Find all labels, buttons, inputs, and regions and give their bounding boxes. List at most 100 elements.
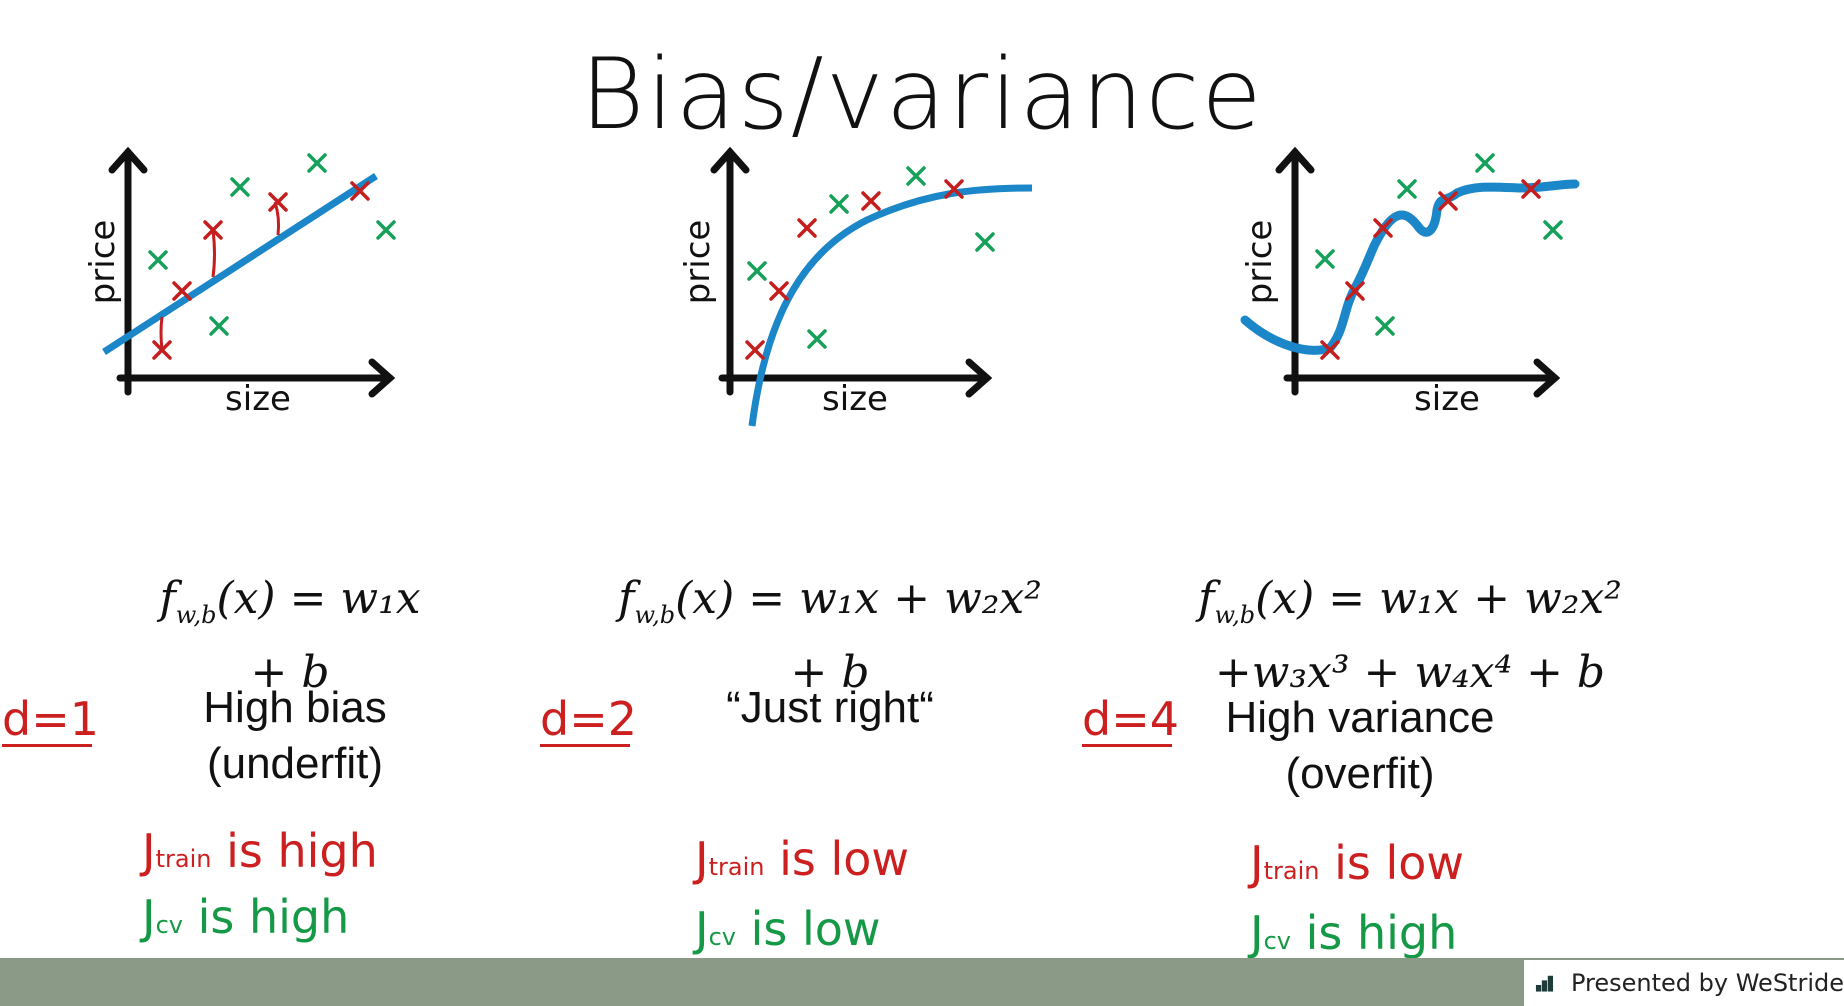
j-subscript: cv [708,923,736,951]
formula-line1: (x) = w₁x + w₂x² [1255,573,1622,624]
fit-curve [748,184,1033,427]
cv-x-markers [1315,153,1563,336]
desc-line1: High variance [1225,693,1495,742]
formula-subscript: w,b [634,600,676,629]
x-axis-label: size [1414,379,1480,419]
desc-line1: High bias [203,683,387,732]
j-subscript: cv [155,911,183,939]
j-annotation-just-right: Jtrain is low Jcv is low [695,828,909,968]
cv-x-markers [747,166,995,349]
cv-x-marker [209,316,229,336]
j-symbol: J [695,902,709,956]
jcv-line: Jcv is high [142,888,378,954]
jtrain-line: Jtrain is low [1250,832,1464,902]
bar-chart-logo-icon [1532,970,1557,996]
cv-x-marker [376,220,396,240]
plot-underfit-svg: price size [83,146,396,419]
train-x-marker [861,191,881,211]
formula-line1: (x) = w₁x [216,573,421,624]
degree-underline [1082,744,1172,747]
cv-x-marker [975,232,995,252]
train-x-marker [797,218,817,238]
train-x-marker [152,340,172,360]
formula-line2: +w₃x³ + w₄x⁴ + b [1214,646,1606,698]
x-axis-label: size [822,379,888,419]
jcv-line: Jcv is low [695,898,909,968]
degree-annotation-1: d=1 [2,692,99,747]
desc-line2: (underfit) [206,739,384,788]
j-symbol: J [1250,836,1264,890]
formula-subscript: w,b [175,600,217,629]
formula-f: f [1198,573,1215,624]
jtrain-text: is low [779,832,909,886]
desc-line1: “Just right“ [726,683,934,732]
cv-x-marker [807,329,827,349]
desc-just-right: “Just right“ [680,680,980,736]
formula-overfit: fw,b(x) = w₁x + w₂x² +w₃x³ + w₄x⁴ + b [1160,570,1660,702]
j-symbol: J [1250,906,1264,960]
cv-x-marker [1375,316,1395,336]
j-subscript: train [1263,857,1320,885]
cv-x-marker [1397,179,1417,199]
plot-just-right: price size [677,146,1097,500]
j-subscript: train [155,845,212,873]
train-x-marker [745,340,765,360]
cv-x-marker [747,261,767,281]
cv-x-marker [1315,249,1335,269]
degree-underline [2,744,92,747]
cv-x-marker [906,166,926,186]
brand-text: Presented by WeStride [1570,969,1844,997]
jtrain-text: is low [1334,836,1464,890]
train-x-marker [350,181,370,201]
degree-annotation-2: d=2 [540,692,637,747]
axes [108,146,396,398]
train-x-marker [1373,218,1393,238]
train-x-marker [172,281,192,301]
formula-just-right: fw,b(x) = w₁x + w₂x² + b [590,570,1070,702]
desc-overfit: High variance (overfit) [1190,690,1530,802]
formula-subscript: w,b [1214,600,1256,629]
j-annotation-overfit: Jtrain is low Jcv is high [1250,832,1464,972]
y-axis-label: price [83,220,123,305]
plot-underfit: price size [83,146,510,500]
formula-underfit: fw,b(x) = w₁x + b [100,570,480,702]
degree-annotation-3: d=4 [1082,692,1179,747]
j-symbol: J [695,832,709,886]
fit-curve [1240,179,1580,355]
jcv-line: Jcv is high [1250,902,1464,972]
cv-x-marker [1543,220,1563,240]
slide-title: Bias/variance [580,38,1264,152]
brand-badge: Presented by WeStride [1524,960,1844,1006]
cv-x-marker [829,194,849,214]
formula-f: f [159,573,176,624]
j-subscript: cv [1263,927,1291,955]
train-x-marker [769,281,789,301]
cv-x-marker [307,153,327,173]
formula-line1: (x) = w₁x + w₂x² [675,573,1042,624]
plot-just-right-svg: price size [678,146,1033,427]
x-axis-label: size [225,379,291,419]
j-annotation-underfit: Jtrain is high Jcv is high [142,822,378,954]
formula-f: f [618,573,635,624]
train-x-marker [1521,179,1541,199]
jtrain-text: is high [226,824,378,878]
formula-line2: + b [250,646,330,698]
train-x-marker [1320,340,1340,360]
desc-underfit: High bias (underfit) [150,680,440,792]
y-axis-label: price [1240,220,1280,305]
cv-x-marker [230,177,250,197]
y-axis-label: price [678,220,718,305]
desc-line2: (overfit) [1285,749,1435,798]
jtrain-line: Jtrain is low [695,828,909,898]
jcv-text: is high [1305,906,1458,960]
formula-line2: + b [790,646,870,698]
plot-overfit: price size [1235,146,1655,500]
cv-x-marker [148,250,168,270]
degree-text: d=1 [2,692,100,746]
degree-underline [540,744,630,747]
j-symbol: J [142,890,156,944]
j-symbol: J [142,824,156,878]
train-x-marker [1345,281,1365,301]
train-x-marker [944,179,964,199]
cv-x-markers [148,153,396,336]
